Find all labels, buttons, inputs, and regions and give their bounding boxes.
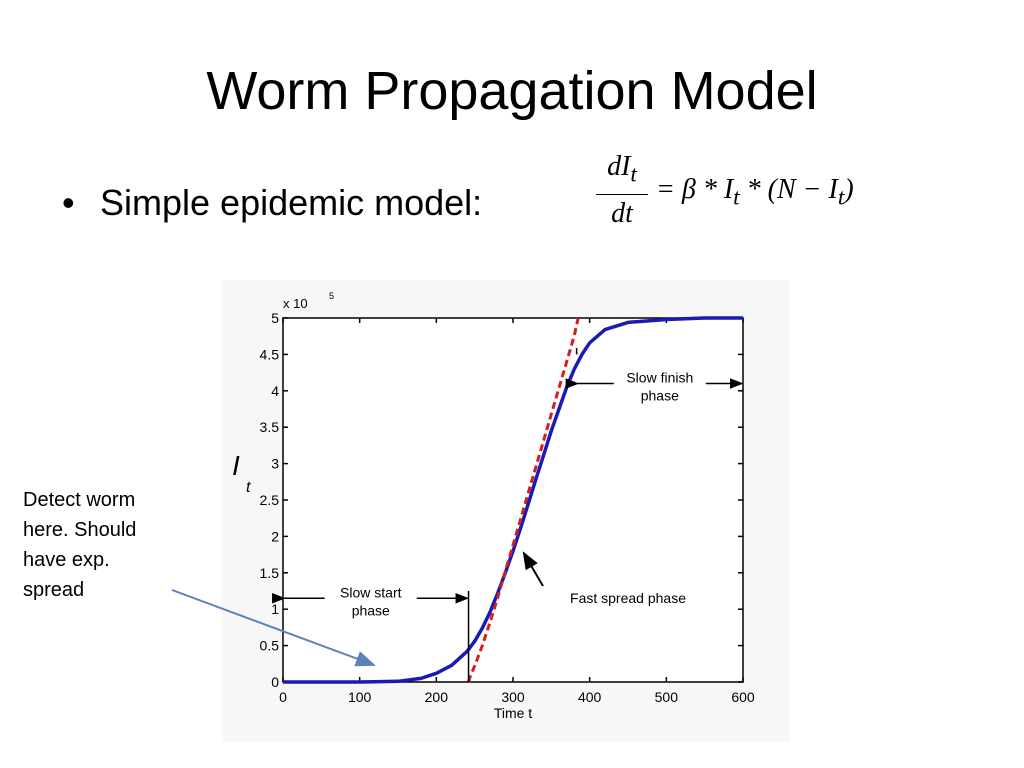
y-tick-label: 2 — [271, 528, 279, 544]
detect-worm-arrow — [171, 589, 376, 667]
y-tick-label: 2.5 — [260, 492, 280, 508]
formula-numerator-sub: t — [630, 161, 637, 188]
phase-label-line1: Slow start — [340, 584, 402, 600]
y-axis-label: I — [232, 450, 240, 481]
x-tick-label: 0 — [279, 689, 287, 705]
formula-numerator: dIt — [596, 150, 648, 192]
fast-spread-label: Fast spread phase — [570, 590, 686, 606]
x-tick-label: 100 — [348, 689, 372, 705]
y-tick-label: 3.5 — [260, 419, 280, 435]
formula-rhs-sub2: t — [837, 184, 845, 211]
y-tick-label: 4.5 — [260, 346, 280, 362]
bullet-text: Simple epidemic model: — [100, 182, 483, 223]
x-tick-label: 600 — [731, 689, 755, 705]
y-tick-label: 0 — [271, 674, 279, 690]
formula-denominator: dt — [611, 197, 633, 229]
phase-label-bg — [324, 584, 417, 621]
phase-label-line1: Slow finish — [626, 370, 693, 386]
bullet-marker: • — [62, 182, 75, 223]
phase-label-line2: phase — [352, 602, 390, 618]
infected-curve — [283, 316, 743, 684]
phase-label-line2: phase — [641, 388, 679, 404]
y-tick-label: 3 — [271, 456, 279, 472]
formula-numerator-text: dI — [607, 151, 631, 182]
formula-fraction-bar — [596, 193, 648, 195]
formula-rhs: = β * It * (N − It) — [656, 174, 854, 212]
bullet-item: • Simple epidemic model: — [62, 182, 482, 224]
x-axis-label: Time t — [494, 705, 532, 721]
formula-rhs-suffix: ) — [844, 174, 854, 205]
detect-worm-annotation: Detect worm here. Should have exp. sprea… — [23, 489, 137, 601]
y-multiplier: x 10 — [283, 296, 308, 311]
y-multiplier-exponent: 5 — [329, 291, 334, 301]
formula-rhs-prefix: = β * I — [656, 174, 734, 205]
x-tick-label: 500 — [655, 689, 679, 705]
y-tick-label: 1 — [271, 601, 279, 617]
fast-spread-pointer — [522, 551, 544, 587]
y-tick-label: 4 — [271, 383, 279, 399]
exponential-fit-curve — [467, 317, 580, 683]
formula-rhs-middle: * (N − I — [739, 174, 838, 205]
y-tick-label: 1.5 — [260, 565, 280, 581]
y-tick-label: 0.5 — [260, 638, 280, 654]
formula-rhs-sub1: t — [733, 184, 740, 211]
x-tick-label: 200 — [425, 689, 449, 705]
slide-title: Worm Propagation Model — [206, 61, 818, 121]
y-axis-label-sub: t — [246, 479, 251, 496]
x-tick-label: 300 — [501, 689, 525, 705]
phase-label-bg — [613, 369, 706, 406]
formula-fraction: dIt dt — [596, 150, 648, 231]
y-tick-label: 5 — [271, 310, 279, 326]
x-tick-label: 400 — [578, 689, 602, 705]
